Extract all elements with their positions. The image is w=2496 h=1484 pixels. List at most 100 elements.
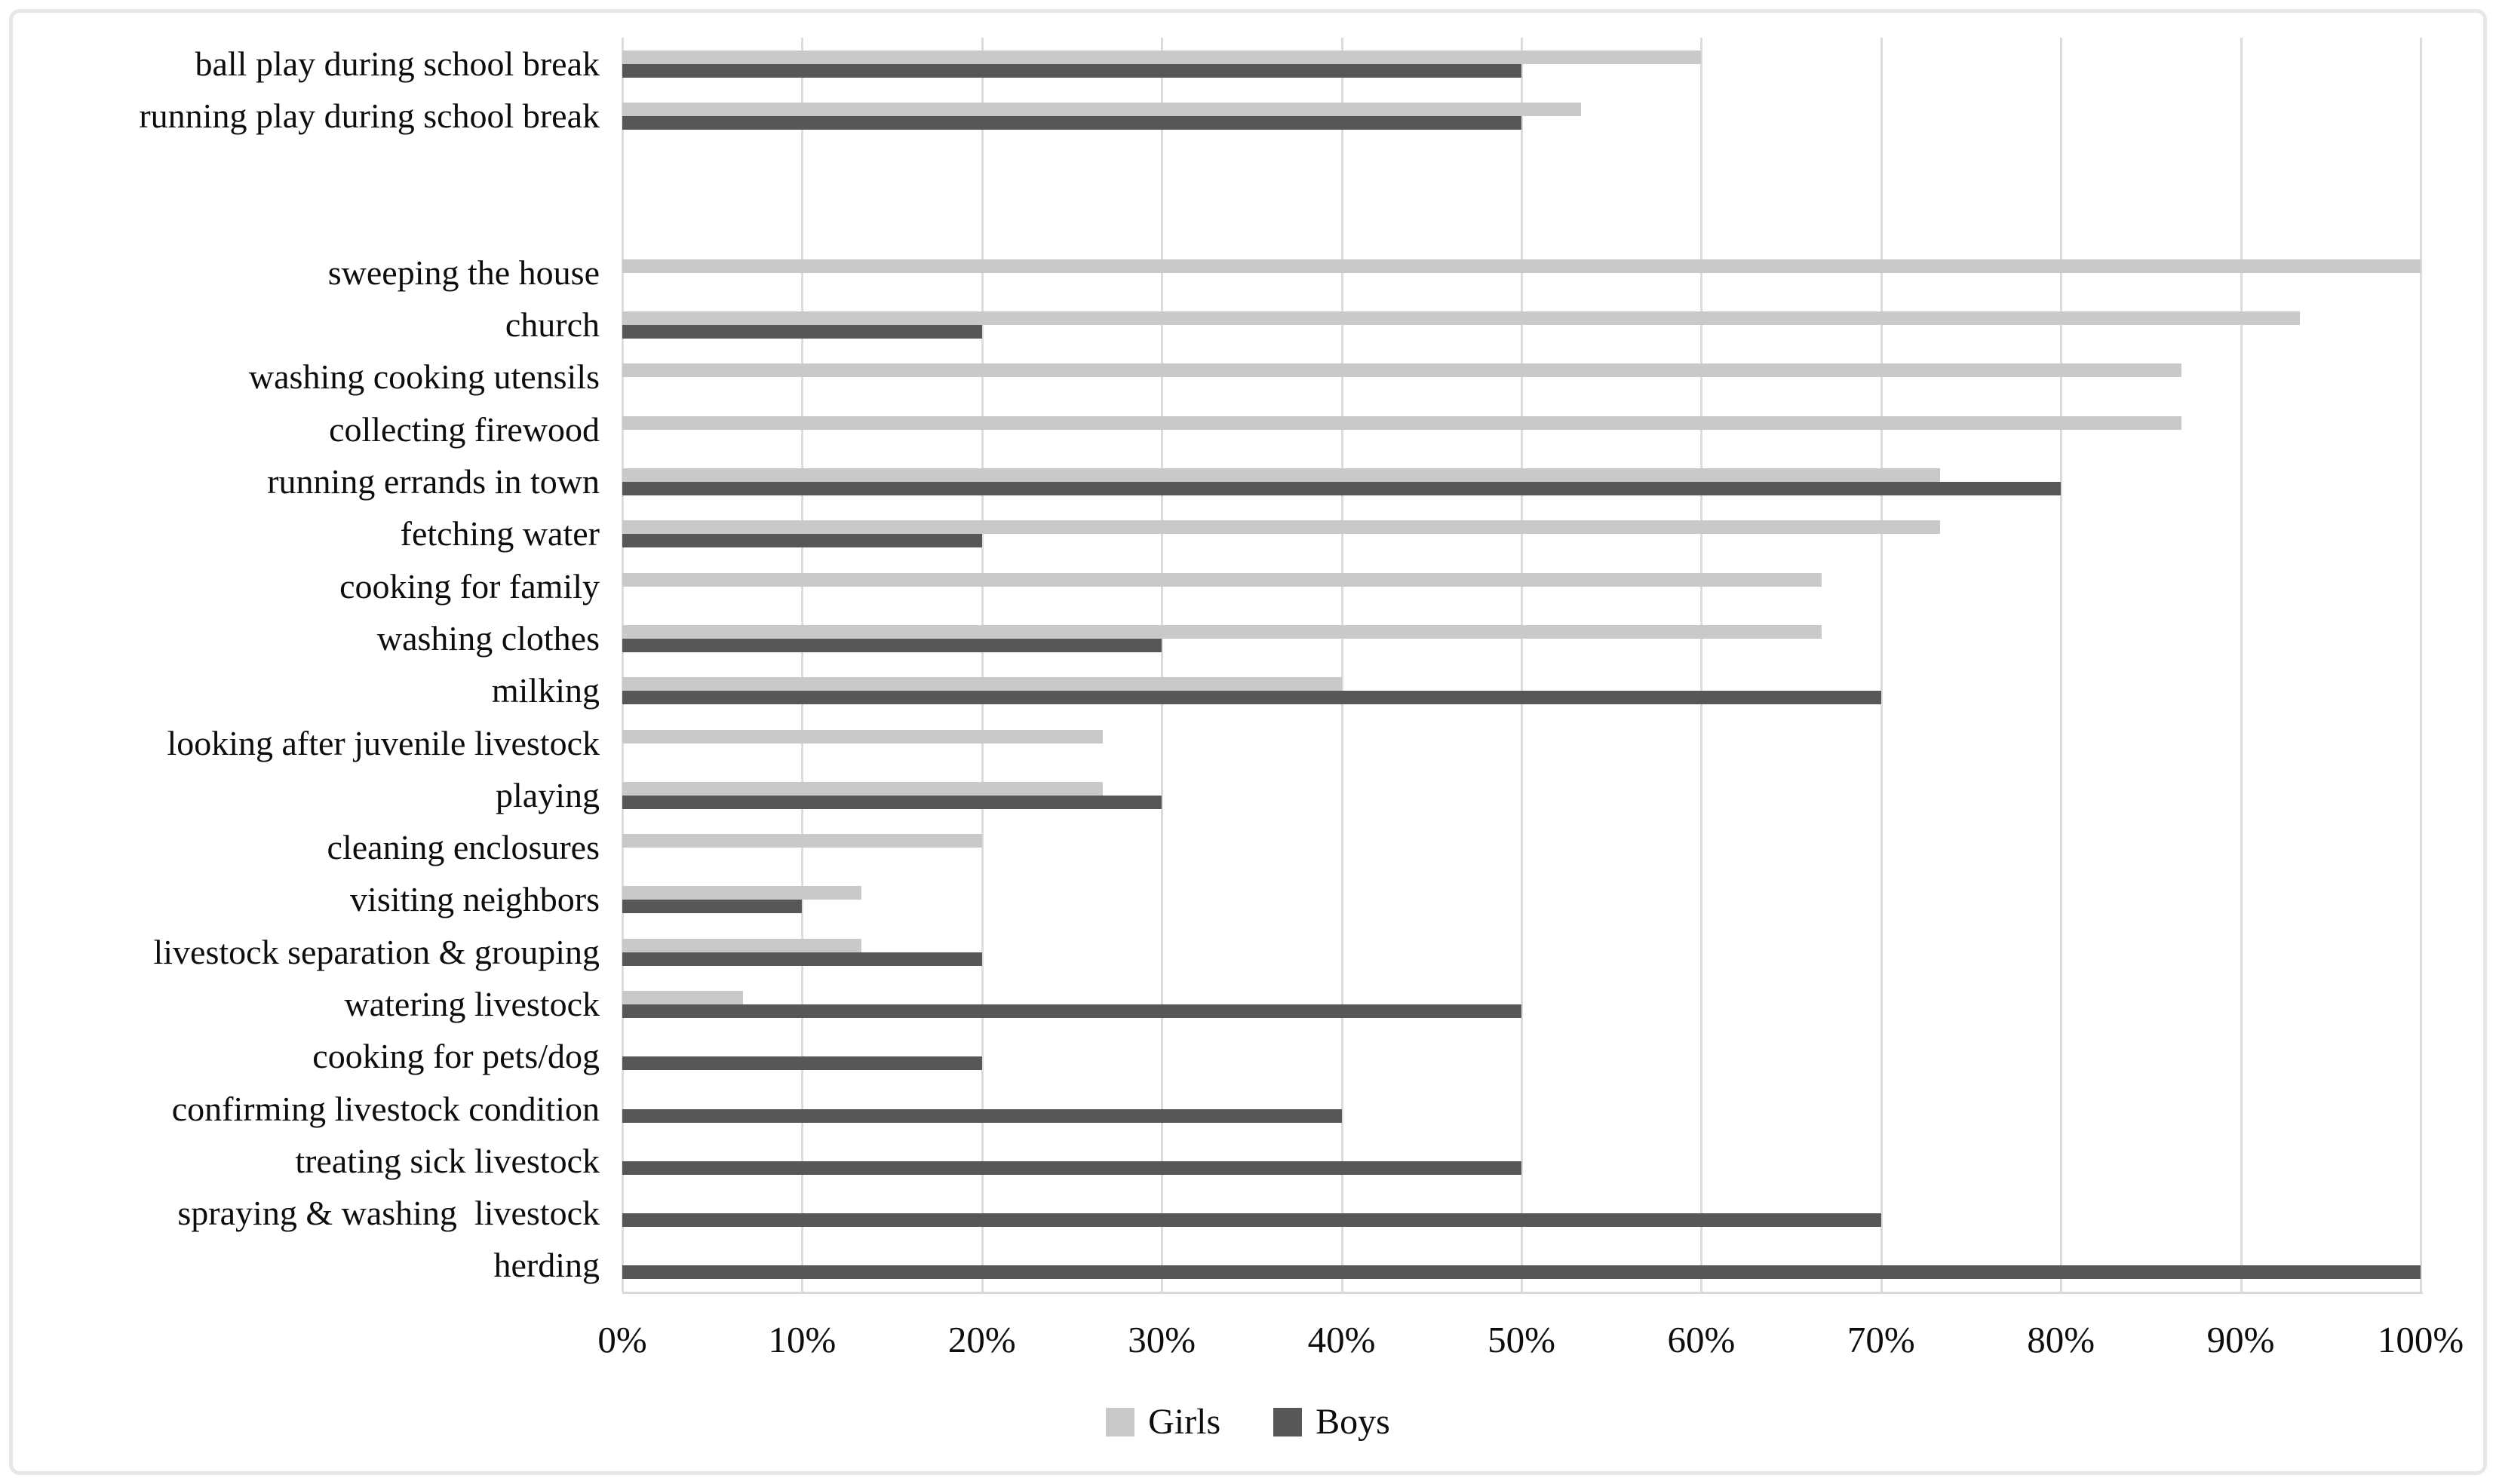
category-row: collecting firewood [0,403,2421,455]
girls-bar [622,520,1941,535]
category-label: washing cooking utensils [248,357,600,397]
girls-bar [622,415,2181,430]
bar-track [622,1240,2421,1292]
category-label: ball play during school break [195,44,600,83]
gridline-0% [622,38,624,1292]
category-label: washing clothes [376,618,600,658]
girls-bar [622,938,862,952]
bar-track [622,1135,2421,1187]
category-rows: ball play during school break running pla… [0,38,2421,1292]
category-row: milking [0,665,2421,717]
x-tick-label-90%: 90% [2206,1319,2275,1360]
boys-bar [622,952,982,966]
gridline-80% [2060,38,2063,1292]
bar-track [622,299,2421,351]
boys-bar [622,900,803,914]
category-label: milking [491,671,600,710]
bar-track [622,508,2421,560]
bar-track [622,1188,2421,1240]
category-row: herding [0,1240,2421,1292]
x-axis-tick-labels: 0% 10% 20% 30% 40% 50% 60% 70% 80% 90% 100% [597,1318,2464,1371]
category-label: watering livestock [344,984,600,1023]
category-label: cleaning enclosures [327,828,600,867]
boys-bar [622,534,982,548]
category-row: looking after juvenile livestock [0,717,2421,769]
bar-track [622,612,2421,664]
category-row: cleaning enclosures [0,821,2421,873]
gridline-20% [981,38,984,1292]
bar-track [622,769,2421,821]
gridline-40% [1340,38,1343,1292]
category-label: cooking for family [339,566,600,606]
gridline-90% [2240,38,2243,1292]
x-axis-line [622,1292,2423,1294]
category-label: fetching water [400,514,600,553]
category-label: sweeping the house [327,253,600,292]
category-label: running errands in town [267,462,600,501]
bar-track [622,717,2421,769]
boys-bar [622,1161,1521,1175]
legend-swatch-girls [1106,1407,1135,1436]
category-row: running play during school break [0,90,2421,142]
boys-bar [622,638,1162,652]
category-row: confirming livestock condition [0,1083,2421,1135]
boys-bar [622,63,1521,78]
spacer-row [0,195,2421,247]
category-label: looking after juvenile livestock [167,723,600,762]
boys-bar [622,1265,2421,1280]
bar-track [622,560,2421,612]
category-label: herding [493,1246,600,1285]
boys-bar [622,115,1521,130]
girls-bar [622,468,1941,483]
x-tick-label-60%: 60% [1667,1319,1736,1360]
category-row: fetching water [0,508,2421,560]
category-label: cooking for pets/dog [312,1037,600,1076]
spacer-row [0,143,2421,195]
boys-bar [622,795,1162,809]
x-tick-label-20%: 20% [947,1319,1016,1360]
girls-bar [622,781,1103,796]
girls-bar [622,624,1822,639]
boys-bar [622,1108,1342,1123]
boys-bar [622,691,1881,705]
category-row: cooking for pets/dog [0,1031,2421,1083]
category-label: running play during school break [139,96,600,135]
x-tick-label-80%: 80% [2027,1319,2095,1360]
category-row: church [0,299,2421,351]
gridline-50% [1521,38,1523,1292]
legend-item-girls: Girls [1106,1401,1220,1443]
bar-track [622,351,2421,403]
legend-item-boys: Boys [1273,1401,1390,1443]
gridline-30% [1161,38,1164,1292]
chart-legend: Girls Boys [0,1401,2496,1443]
legend-label-boys: Boys [1316,1402,1390,1442]
girls-bar [622,102,1581,116]
category-label: spraying & washing livestock [177,1194,600,1233]
bar-track [622,195,2421,247]
category-row: cooking for family [0,560,2421,612]
girls-bar [622,259,2421,273]
category-label: treating sick livestock [295,1141,600,1180]
x-tick-label-40%: 40% [1307,1319,1376,1360]
bar-track [622,1083,2421,1135]
x-tick-label-70%: 70% [1847,1319,1915,1360]
girls-bar [622,834,982,848]
bar-track [622,247,2421,299]
x-tick-label-100%: 100% [2377,1319,2464,1360]
bar-track [622,821,2421,873]
girls-bar [622,677,1342,691]
x-tick-label-10%: 10% [768,1319,837,1360]
girls-bar [622,50,1702,64]
legend-label-girls: Girls [1148,1402,1221,1442]
category-row: playing [0,769,2421,821]
gridline-60% [1700,38,1703,1292]
girls-bar [622,572,1822,587]
boys-bar [622,1056,982,1071]
category-row: sweeping the house [0,247,2421,299]
boys-bar [622,325,982,339]
category-label: livestock separation & grouping [153,932,600,971]
bar-track [622,978,2421,1030]
girls-bar [622,311,2301,326]
category-row: washing cooking utensils [0,351,2421,403]
